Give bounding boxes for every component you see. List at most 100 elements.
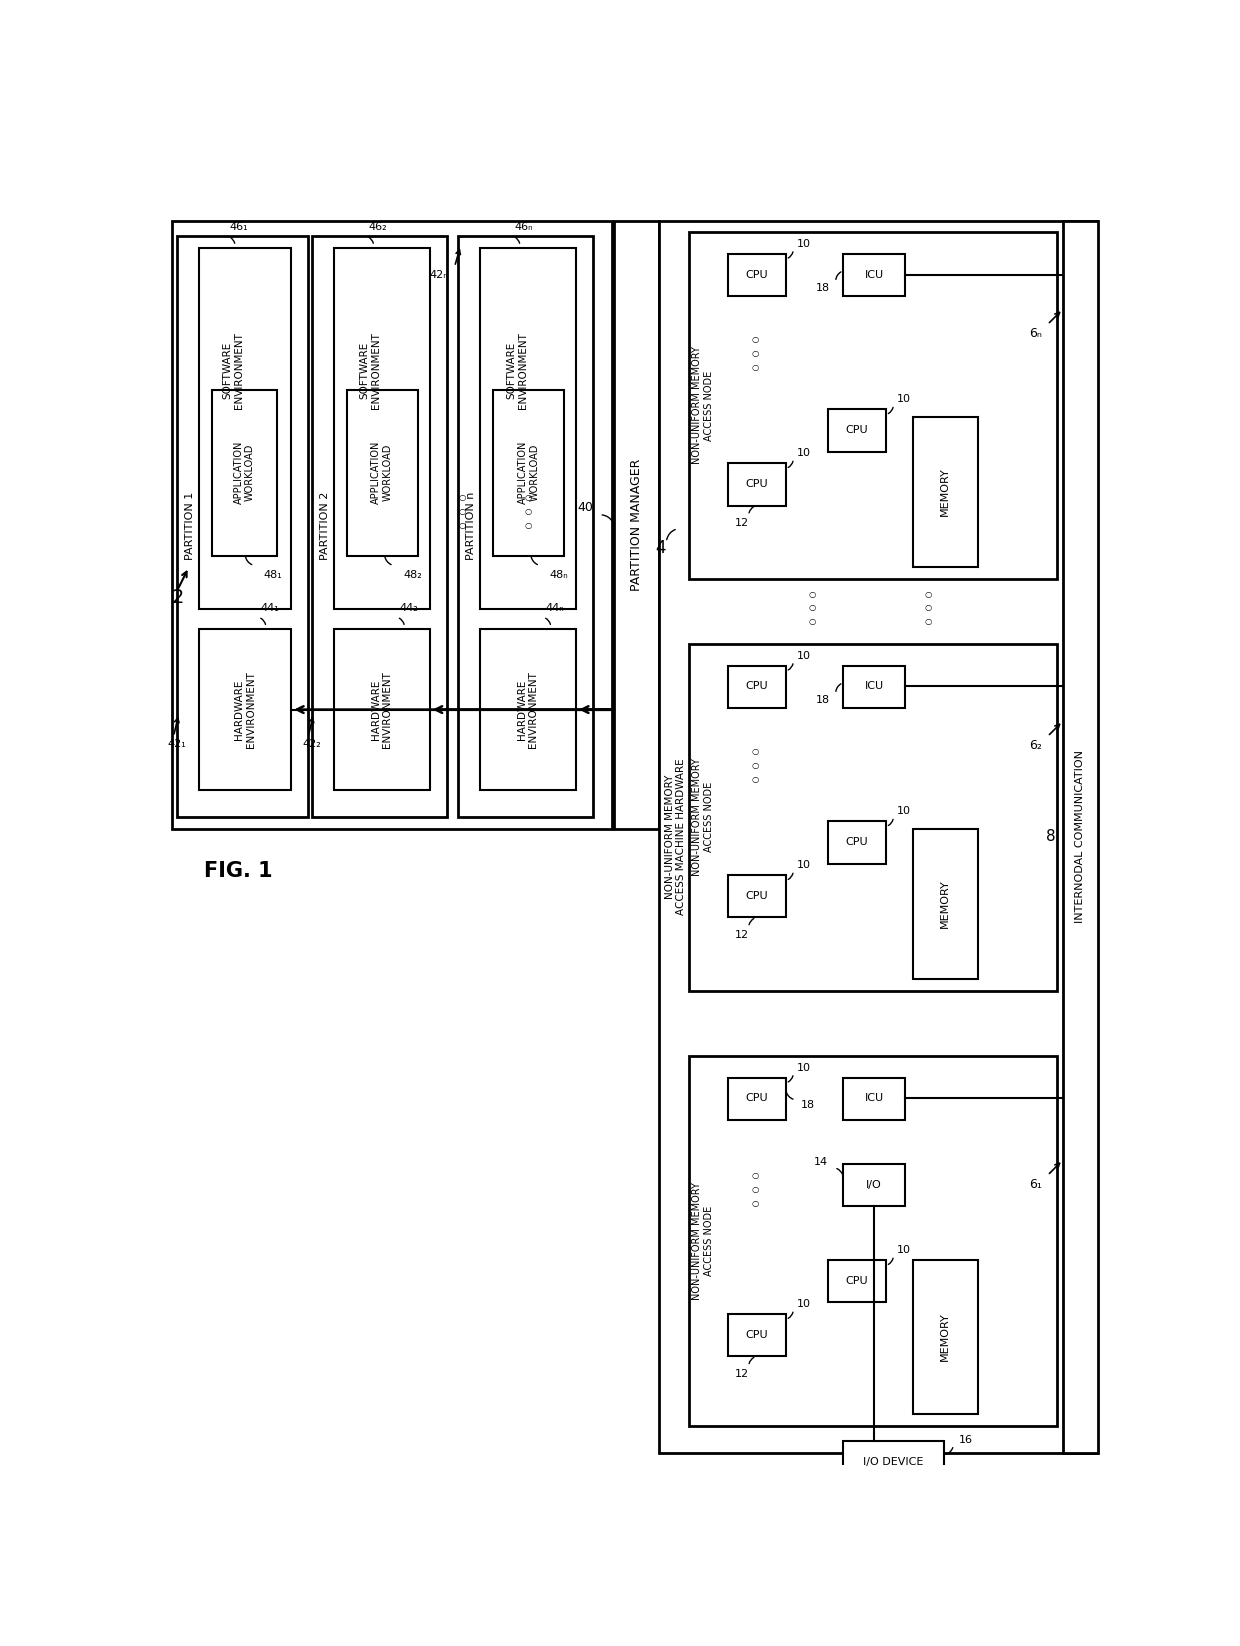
Text: 18: 18 bbox=[816, 283, 830, 293]
Bar bbox=[212, 390, 278, 556]
Bar bbox=[828, 821, 885, 864]
Text: PARTITION MANAGER: PARTITION MANAGER bbox=[630, 459, 642, 591]
Text: ○: ○ bbox=[925, 604, 931, 612]
Text: APPLICATION
WORKLOAD: APPLICATION WORKLOAD bbox=[233, 441, 255, 504]
Text: 44ₙ: 44ₙ bbox=[546, 602, 564, 612]
Text: 42₁: 42₁ bbox=[167, 739, 186, 749]
Text: CPU: CPU bbox=[846, 838, 868, 848]
Text: CPU: CPU bbox=[745, 1093, 768, 1103]
Text: ICU: ICU bbox=[864, 1093, 884, 1103]
Text: ○: ○ bbox=[751, 775, 759, 783]
Bar bbox=[728, 253, 786, 296]
Text: PARTITION n: PARTITION n bbox=[466, 492, 476, 561]
Bar bbox=[347, 390, 418, 556]
Text: HARDWARE
ENVIRONMENT: HARDWARE ENVIRONMENT bbox=[517, 672, 538, 747]
Text: 12: 12 bbox=[734, 930, 749, 940]
Bar bbox=[312, 235, 446, 818]
Text: 46₁: 46₁ bbox=[229, 222, 248, 232]
Text: 6ₙ: 6ₙ bbox=[1029, 328, 1042, 341]
Text: ○: ○ bbox=[751, 336, 759, 344]
Bar bbox=[843, 1164, 905, 1207]
Text: CPU: CPU bbox=[745, 681, 768, 691]
Text: ○: ○ bbox=[808, 589, 816, 599]
Text: 2: 2 bbox=[172, 588, 185, 607]
Text: 10: 10 bbox=[898, 1244, 911, 1256]
Bar bbox=[728, 665, 786, 708]
Text: NON-UNIFORM MEMORY
ACCESS NODE: NON-UNIFORM MEMORY ACCESS NODE bbox=[692, 346, 714, 464]
Bar bbox=[913, 1261, 978, 1414]
Bar bbox=[913, 830, 978, 979]
Bar bbox=[198, 247, 291, 609]
Bar bbox=[728, 1314, 786, 1356]
Bar bbox=[658, 221, 1097, 1453]
Text: 18: 18 bbox=[801, 1100, 815, 1109]
Text: SOFTWARE
ENVIRONMENT: SOFTWARE ENVIRONMENT bbox=[360, 332, 382, 410]
Text: CPU: CPU bbox=[745, 270, 768, 280]
Text: ○: ○ bbox=[751, 1170, 759, 1180]
Text: ○: ○ bbox=[751, 747, 759, 757]
Text: 10: 10 bbox=[898, 807, 911, 816]
Bar bbox=[728, 463, 786, 505]
Bar bbox=[198, 629, 291, 790]
Bar bbox=[843, 1078, 905, 1119]
Text: ICU: ICU bbox=[864, 681, 884, 691]
Text: 10: 10 bbox=[797, 448, 811, 458]
Bar bbox=[334, 629, 430, 790]
Text: 12: 12 bbox=[734, 518, 749, 528]
Text: ○: ○ bbox=[459, 494, 466, 502]
Text: 6₁: 6₁ bbox=[1029, 1179, 1042, 1192]
Text: HARDWARE
ENVIRONMENT: HARDWARE ENVIRONMENT bbox=[234, 672, 255, 747]
Text: 48₁: 48₁ bbox=[264, 570, 283, 579]
Text: CPU: CPU bbox=[745, 890, 768, 900]
Text: 10: 10 bbox=[797, 861, 811, 871]
Text: ○: ○ bbox=[751, 1185, 759, 1193]
Bar bbox=[177, 235, 309, 818]
Text: 6₂: 6₂ bbox=[1029, 739, 1042, 752]
Text: ○: ○ bbox=[459, 507, 466, 517]
Text: ○: ○ bbox=[925, 617, 931, 625]
Text: MEMORY: MEMORY bbox=[940, 879, 950, 928]
Text: SOFTWARE
ENVIRONMENT: SOFTWARE ENVIRONMENT bbox=[223, 332, 244, 410]
Text: ○: ○ bbox=[808, 617, 816, 625]
Text: 18: 18 bbox=[816, 695, 830, 704]
Text: ○: ○ bbox=[751, 762, 759, 770]
Text: 10: 10 bbox=[797, 239, 811, 249]
Bar bbox=[728, 876, 786, 917]
Bar bbox=[614, 221, 658, 830]
Text: CPU: CPU bbox=[745, 479, 768, 489]
Text: 40: 40 bbox=[578, 502, 593, 514]
Text: ○: ○ bbox=[525, 522, 531, 530]
Text: 8: 8 bbox=[1045, 830, 1055, 844]
Text: 46ₙ: 46ₙ bbox=[515, 222, 533, 232]
Text: MEMORY: MEMORY bbox=[940, 467, 950, 517]
Bar bbox=[480, 629, 577, 790]
Bar bbox=[828, 410, 885, 451]
Text: CPU: CPU bbox=[745, 1330, 768, 1340]
Text: 10: 10 bbox=[797, 650, 811, 660]
Bar bbox=[1063, 221, 1097, 1453]
Text: NON-UNIFORM MEMORY
ACCESS NODE: NON-UNIFORM MEMORY ACCESS NODE bbox=[692, 1182, 714, 1300]
Text: ○: ○ bbox=[751, 349, 759, 359]
Text: ○: ○ bbox=[459, 522, 466, 530]
Text: 12: 12 bbox=[734, 1369, 749, 1379]
Text: SOFTWARE
ENVIRONMENT: SOFTWARE ENVIRONMENT bbox=[506, 332, 528, 410]
Text: HARDWARE
ENVIRONMENT: HARDWARE ENVIRONMENT bbox=[371, 672, 392, 747]
Text: 14: 14 bbox=[813, 1157, 828, 1167]
Bar bbox=[480, 247, 577, 609]
Text: 42ₙ: 42ₙ bbox=[429, 270, 449, 280]
Bar bbox=[689, 232, 1058, 579]
Text: ○: ○ bbox=[525, 494, 531, 502]
Text: ○: ○ bbox=[925, 589, 931, 599]
Text: 48₂: 48₂ bbox=[403, 570, 422, 579]
Bar bbox=[913, 416, 978, 568]
Text: 46₂: 46₂ bbox=[368, 222, 387, 232]
Text: ○: ○ bbox=[808, 604, 816, 612]
Text: ○: ○ bbox=[525, 507, 531, 517]
Text: ICU: ICU bbox=[864, 270, 884, 280]
Text: APPLICATION
WORKLOAD: APPLICATION WORKLOAD bbox=[371, 441, 393, 504]
Text: I/O DEVICE: I/O DEVICE bbox=[863, 1457, 924, 1467]
Text: 10: 10 bbox=[797, 1299, 811, 1309]
Text: FIG. 1: FIG. 1 bbox=[205, 861, 273, 881]
Text: I/O: I/O bbox=[867, 1180, 882, 1190]
Bar bbox=[459, 235, 593, 818]
